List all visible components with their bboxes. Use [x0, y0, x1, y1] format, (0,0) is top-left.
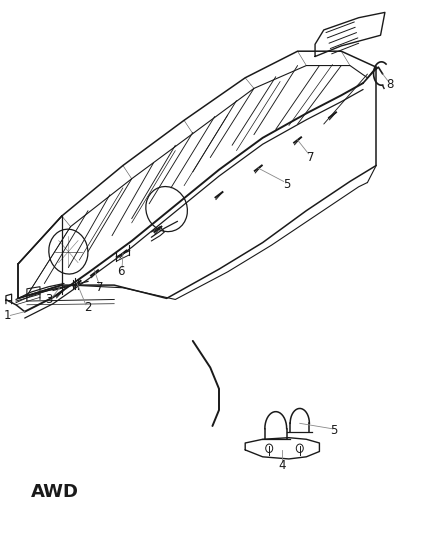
- Text: AWD: AWD: [31, 483, 79, 502]
- Text: 1: 1: [4, 309, 11, 322]
- Text: 6: 6: [117, 265, 124, 278]
- Text: 5: 5: [283, 177, 290, 191]
- Text: 7: 7: [307, 151, 314, 164]
- Text: 7: 7: [96, 281, 104, 294]
- Text: 2: 2: [84, 302, 92, 314]
- Text: 3: 3: [45, 293, 53, 306]
- Text: 8: 8: [386, 78, 394, 91]
- Text: 4: 4: [279, 459, 286, 472]
- Text: 5: 5: [331, 424, 338, 437]
